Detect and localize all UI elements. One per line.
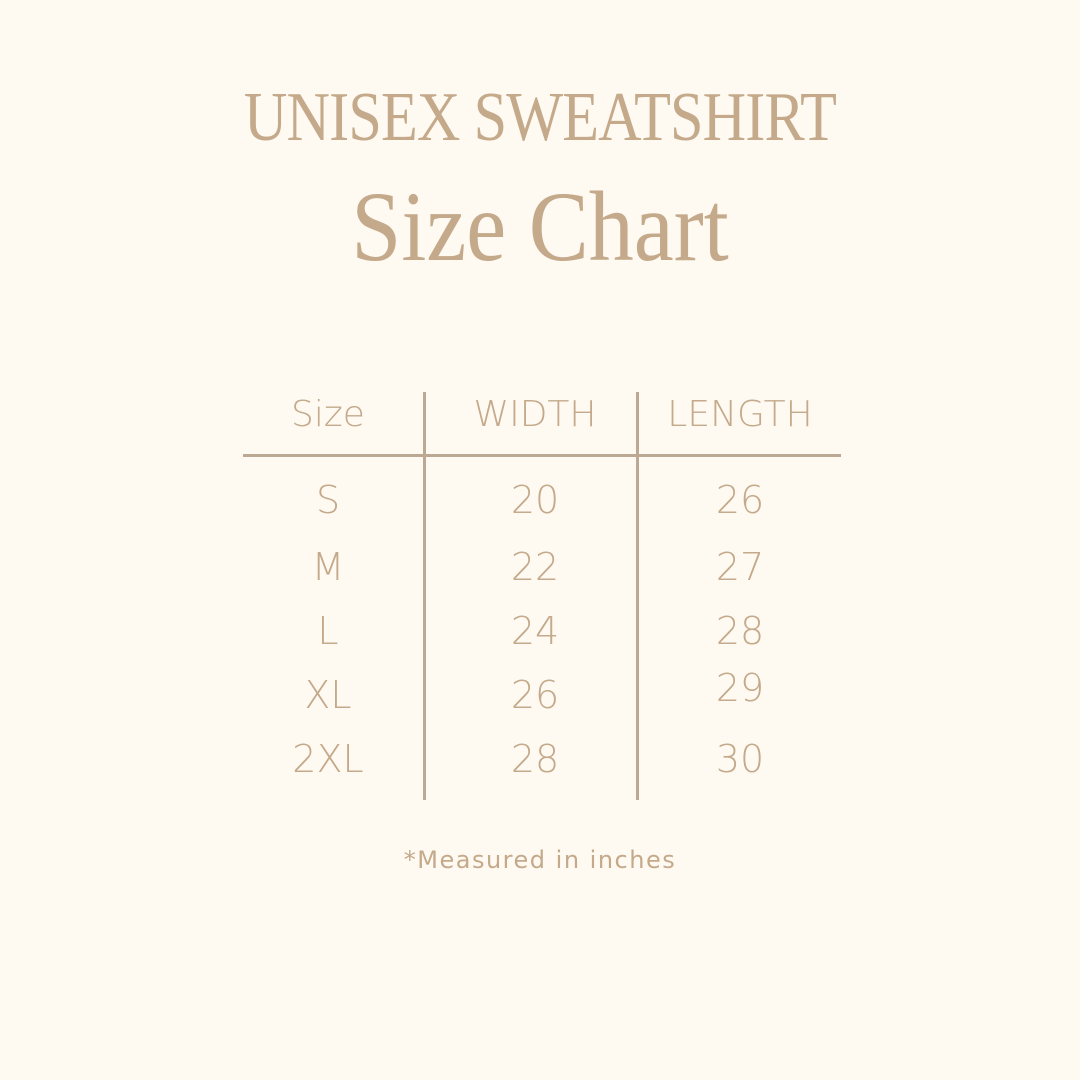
table-cell-width: 22 [510, 545, 560, 589]
column-header-width: WIDTH [473, 394, 597, 435]
column-divider [636, 392, 639, 800]
table-cell-size: S [315, 478, 341, 522]
column-divider [423, 392, 426, 800]
table-cell-length: 27 [715, 545, 765, 589]
table-cell-length: 29 [715, 666, 765, 710]
table-cell-width: 24 [510, 609, 560, 653]
column-header-size: Size [291, 394, 365, 435]
table-cell-size: 2XL [292, 737, 364, 781]
table-cell-width: 26 [510, 673, 560, 717]
table-cell-length: 26 [715, 478, 765, 522]
table-cell-width: 20 [510, 478, 560, 522]
subtitle: Size Chart [351, 171, 729, 282]
footnote: *Measured in inches [403, 846, 677, 874]
table-cell-length: 30 [715, 737, 765, 781]
table-cell-size: L [317, 609, 339, 653]
header-divider [243, 454, 841, 457]
table-cell-size: XL [304, 673, 352, 717]
column-header-length: LENGTH [667, 394, 813, 435]
table-cell-size: M [311, 545, 345, 589]
table-cell-width: 28 [510, 737, 560, 781]
title: UNISEX SWEATSHIRT [243, 79, 837, 156]
table-cell-length: 28 [715, 609, 765, 653]
